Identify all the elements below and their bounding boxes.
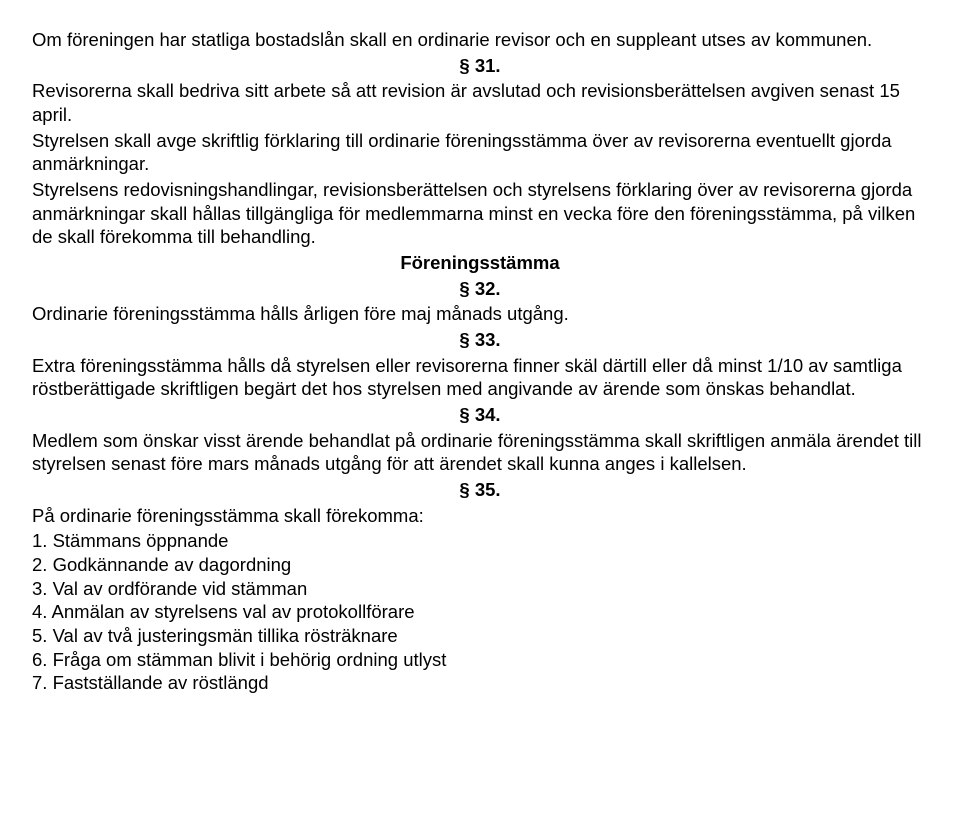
agenda-item-7: 7. Fastställande av röstlängd: [32, 671, 928, 695]
agenda-item-1: 1. Stämmans öppnande: [32, 529, 928, 553]
section-number-31: § 31.: [32, 54, 928, 78]
agenda-item-5: 5. Val av två justeringsmän tillika röst…: [32, 624, 928, 648]
paragraph-30: Om föreningen har statliga bostadslån sk…: [32, 28, 928, 52]
section-title-foreningsstamma: Föreningsstämma: [32, 251, 928, 275]
paragraph-31c: Styrelsens redovisningshandlingar, revis…: [32, 178, 928, 249]
paragraph-35-intro: På ordinarie föreningsstämma skall förek…: [32, 504, 928, 528]
paragraph-34: Medlem som önskar visst ärende behandlat…: [32, 429, 928, 476]
paragraph-33: Extra föreningsstämma hålls då styrelsen…: [32, 354, 928, 401]
agenda-item-6: 6. Fråga om stämman blivit i behörig ord…: [32, 648, 928, 672]
agenda-item-3: 3. Val av ordförande vid stämman: [32, 577, 928, 601]
section-number-35: § 35.: [32, 478, 928, 502]
section-number-33: § 33.: [32, 328, 928, 352]
agenda-item-4: 4. Anmälan av styrelsens val av protokol…: [32, 600, 928, 624]
paragraph-31a: Revisorerna skall bedriva sitt arbete så…: [32, 79, 928, 126]
section-number-32: § 32.: [32, 277, 928, 301]
paragraph-31b: Styrelsen skall avge skriftlig förklarin…: [32, 129, 928, 176]
agenda-item-2: 2. Godkännande av dagordning: [32, 553, 928, 577]
section-number-34: § 34.: [32, 403, 928, 427]
paragraph-32: Ordinarie föreningsstämma hålls årligen …: [32, 302, 928, 326]
